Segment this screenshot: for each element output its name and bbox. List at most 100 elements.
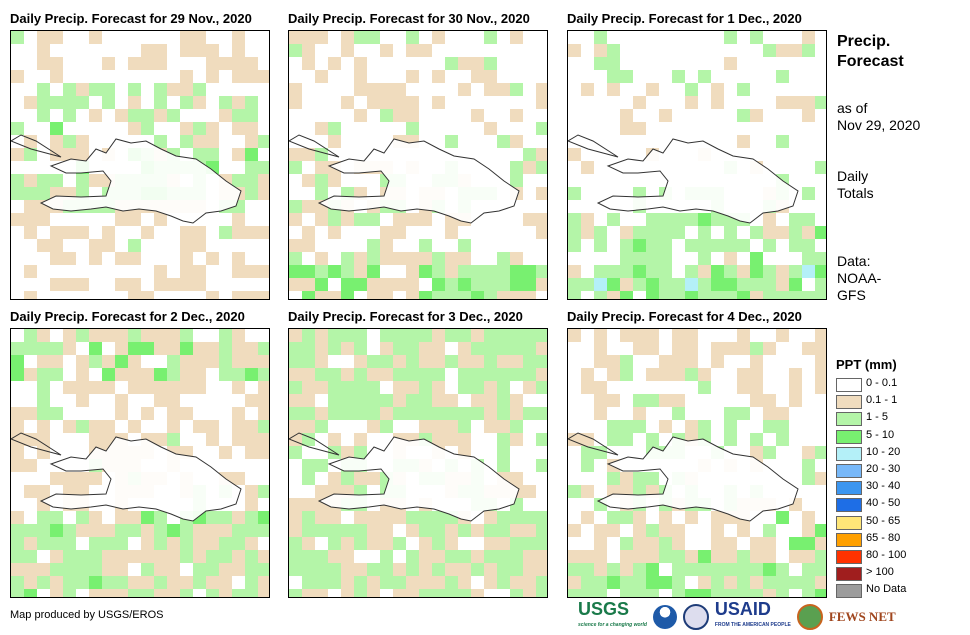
- precip-cell: [659, 239, 672, 252]
- precip-cell: [24, 135, 37, 148]
- precip-cell: [341, 550, 354, 563]
- precip-cell: [750, 550, 763, 563]
- precip-cell: [206, 576, 219, 589]
- precip-cell: [328, 511, 341, 524]
- precip-cell: [523, 576, 536, 589]
- precip-cell: [245, 446, 258, 459]
- precip-cell: [11, 459, 24, 472]
- precip-cell: [406, 381, 419, 394]
- precip-cell: [302, 368, 315, 381]
- precip-cell: [536, 563, 547, 576]
- precip-cell: [659, 226, 672, 239]
- precip-cell: [711, 213, 724, 226]
- precip-cell: [315, 381, 328, 394]
- precip-cell: [802, 239, 815, 252]
- precip-cell: [141, 407, 154, 420]
- precip-cell: [432, 31, 445, 44]
- precip-cell: [76, 550, 89, 563]
- precip-cell: [302, 407, 315, 420]
- precip-cell: [258, 446, 269, 459]
- precip-cell: [180, 355, 193, 368]
- precip-cell: [594, 524, 607, 537]
- precip-cell: [432, 394, 445, 407]
- precip-cell: [750, 446, 763, 459]
- precip-cell: [354, 563, 367, 576]
- precip-grid: [568, 31, 826, 299]
- daily-totals-note: Daily Totals: [837, 168, 874, 202]
- precip-cell: [367, 381, 380, 394]
- precip-cell: [167, 550, 180, 563]
- precip-cell: [594, 278, 607, 291]
- precip-cell: [328, 291, 341, 299]
- precip-cell: [445, 550, 458, 563]
- precip-cell: [510, 135, 523, 148]
- precip-cell: [523, 589, 536, 597]
- precip-cell: [536, 381, 547, 394]
- precip-cell: [37, 109, 50, 122]
- precip-cell: [581, 576, 594, 589]
- precip-cell: [737, 83, 750, 96]
- cuba-coastline: [289, 432, 340, 456]
- precip-cell: [633, 252, 646, 265]
- precip-cell: [659, 355, 672, 368]
- precip-cell: [289, 498, 302, 511]
- precip-cell: [620, 252, 633, 265]
- precip-cell: [232, 420, 245, 433]
- precip-cell: [724, 537, 737, 550]
- precip-cell: [11, 31, 24, 44]
- legend-swatch: [836, 515, 862, 530]
- precip-cell: [419, 355, 432, 368]
- precip-cell: [432, 342, 445, 355]
- precip-cell: [180, 537, 193, 550]
- precip-cell: [724, 342, 737, 355]
- precip-cell: [341, 537, 354, 550]
- precip-cell: [458, 420, 471, 433]
- precip-cell: [724, 407, 737, 420]
- precip-cell: [258, 226, 269, 239]
- precip-cell: [245, 394, 258, 407]
- precip-cell: [102, 589, 115, 597]
- precip-cell: [11, 511, 24, 524]
- precip-cell: [510, 550, 523, 563]
- precip-cell: [815, 96, 826, 109]
- precip-cell: [510, 433, 523, 446]
- precip-cell: [594, 265, 607, 278]
- precip-cell: [536, 407, 547, 420]
- precip-cell: [633, 394, 646, 407]
- precip-cell: [302, 200, 315, 213]
- precip-cell: [484, 537, 497, 550]
- fewsnet-logo: FEWS NET: [828, 609, 896, 624]
- legend-item: 40 - 50: [836, 496, 956, 513]
- precip-cell: [50, 589, 63, 597]
- precip-cell: [50, 368, 63, 381]
- precip-cell: [581, 485, 594, 498]
- precip-cell: [497, 135, 510, 148]
- forecast-map-panel: [567, 30, 827, 300]
- precip-cell: [776, 265, 789, 278]
- precip-cell: [568, 148, 581, 161]
- precip-cell: [406, 213, 419, 226]
- precip-cell: [646, 524, 659, 537]
- precip-cell: [750, 226, 763, 239]
- precip-cell: [63, 472, 76, 485]
- precip-cell: [63, 576, 76, 589]
- precip-cell: [37, 83, 50, 96]
- precip-cell: [698, 563, 711, 576]
- precip-cell: [484, 329, 497, 342]
- precip-cell: [471, 368, 484, 381]
- precip-cell: [685, 420, 698, 433]
- precip-cell: [37, 446, 50, 459]
- precip-cell: [685, 342, 698, 355]
- precip-cell: [315, 355, 328, 368]
- precip-cell: [232, 563, 245, 576]
- precip-cell: [63, 342, 76, 355]
- precip-grid: [289, 31, 547, 299]
- precip-cell: [497, 355, 510, 368]
- precip-cell: [315, 291, 328, 299]
- precip-cell: [141, 576, 154, 589]
- precip-cell: [341, 278, 354, 291]
- precip-cell: [302, 265, 315, 278]
- precip-cell: [193, 278, 206, 291]
- precip-cell: [698, 226, 711, 239]
- precip-cell: [302, 342, 315, 355]
